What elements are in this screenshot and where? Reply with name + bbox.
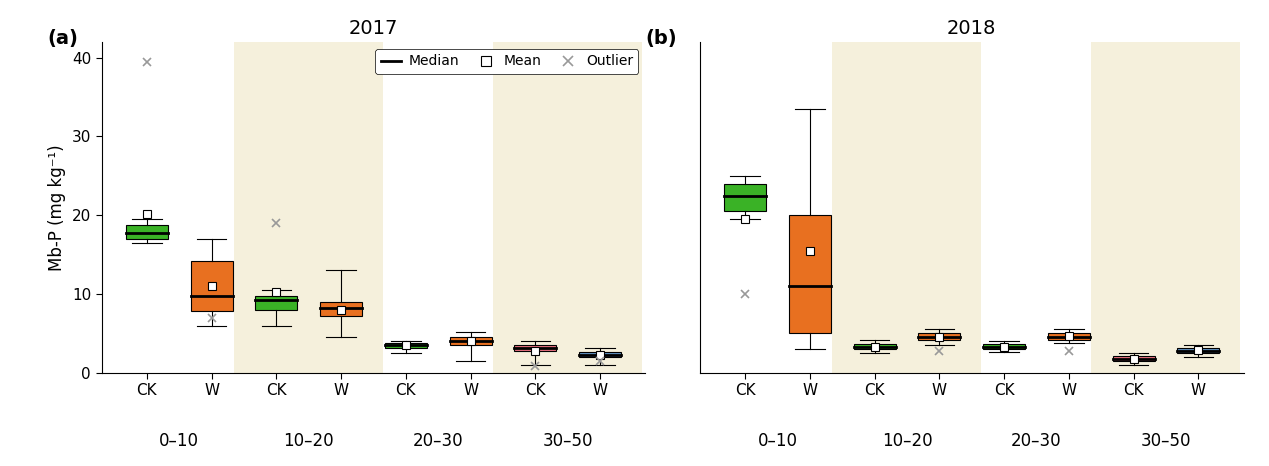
- Text: 20–30: 20–30: [412, 432, 463, 450]
- Text: 10–20: 10–20: [283, 432, 334, 450]
- Bar: [255, 295, 297, 310]
- Title: 2017: 2017: [349, 19, 398, 38]
- Bar: [1091, 42, 1240, 373]
- Bar: [579, 351, 621, 357]
- Legend: Median, Mean, Outlier: Median, Mean, Outlier: [376, 49, 638, 74]
- Y-axis label: Mb-P (mg kg⁻¹): Mb-P (mg kg⁻¹): [48, 144, 66, 271]
- Text: 10–20: 10–20: [882, 432, 933, 450]
- Bar: [126, 225, 168, 239]
- Bar: [514, 345, 556, 351]
- Bar: [190, 261, 232, 311]
- Bar: [494, 42, 642, 373]
- Bar: [320, 302, 362, 316]
- Bar: [449, 336, 491, 345]
- Bar: [725, 184, 766, 211]
- Bar: [832, 42, 981, 373]
- Title: 2018: 2018: [947, 19, 996, 38]
- Bar: [919, 333, 961, 340]
- Bar: [1178, 348, 1220, 353]
- Bar: [983, 343, 1025, 349]
- Bar: [235, 42, 383, 373]
- Text: (a): (a): [47, 29, 77, 48]
- Bar: [1048, 333, 1090, 340]
- Bar: [385, 343, 426, 348]
- Text: 0–10: 0–10: [159, 432, 199, 450]
- Text: 30–50: 30–50: [542, 432, 593, 450]
- Text: (b): (b): [646, 29, 676, 48]
- Text: 30–50: 30–50: [1141, 432, 1192, 450]
- Text: 0–10: 0–10: [758, 432, 797, 450]
- Bar: [854, 343, 896, 349]
- Bar: [789, 215, 831, 333]
- Bar: [1113, 356, 1155, 361]
- Text: 20–30: 20–30: [1011, 432, 1062, 450]
